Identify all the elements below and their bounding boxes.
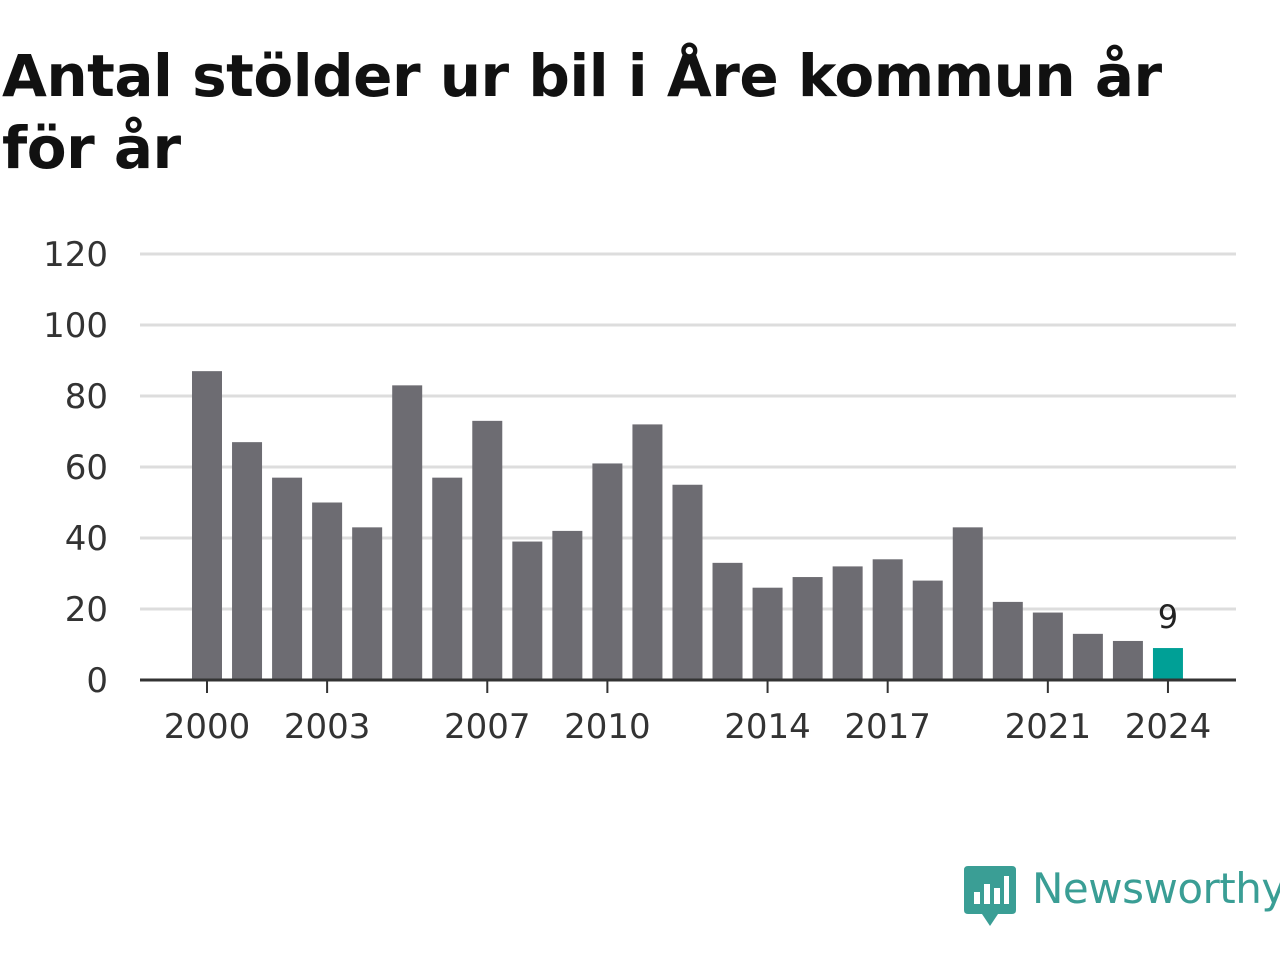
bar-2012 <box>672 484 703 680</box>
bar-2019 <box>952 527 983 680</box>
bar-2023 <box>1112 640 1143 680</box>
bar-highlight-2024 <box>1152 648 1183 680</box>
y-tick-label: 80 <box>65 377 108 417</box>
x-tick-label: 2017 <box>844 707 931 747</box>
y-tick-label: 60 <box>65 448 108 488</box>
x-tick-label: 2007 <box>444 707 531 747</box>
bar-2021 <box>1032 612 1063 680</box>
bar-2002 <box>272 477 303 680</box>
y-tick-label: 100 <box>43 306 108 346</box>
bar-2004 <box>352 527 383 680</box>
bar-2011 <box>632 424 663 680</box>
bar-2005 <box>392 385 423 680</box>
data-labels: 9 <box>1158 598 1178 636</box>
bar-2017 <box>872 559 903 680</box>
x-axis-ticks: 2000 2003 2007 2010 2014 2017 2021 2024 <box>164 680 1211 747</box>
bar-2016 <box>832 566 863 680</box>
y-tick-label: 120 <box>43 235 108 275</box>
bar-2003 <box>312 502 343 680</box>
newsworthy-logo: Newsworthy <box>964 864 1280 926</box>
bar-2001 <box>232 442 263 680</box>
x-tick-label: 2010 <box>564 707 651 747</box>
bar-2008 <box>512 541 543 680</box>
bar-2014 <box>752 587 783 680</box>
x-tick-label: 2021 <box>1005 707 1092 747</box>
bar-2009 <box>552 530 583 680</box>
bar-2006 <box>432 477 463 680</box>
y-tick-label: 40 <box>65 519 108 559</box>
y-tick-label: 0 <box>86 661 108 701</box>
newsworthy-logo-icon <box>964 866 1016 926</box>
bar-2000 <box>192 371 222 680</box>
bar-2020 <box>992 601 1023 680</box>
x-tick-label: 2000 <box>164 707 251 747</box>
x-tick-label: 2024 <box>1125 707 1212 747</box>
x-tick-label: 2003 <box>284 707 371 747</box>
bar-2018 <box>912 580 943 680</box>
chart-title: Antal stölder ur bil i Åre kommun år för… <box>2 42 1162 182</box>
bar-2022 <box>1072 633 1103 680</box>
y-axis-ticks: 0 20 40 60 80 100 120 <box>43 235 108 701</box>
bar-2013 <box>712 562 743 680</box>
y-tick-label: 20 <box>65 590 108 630</box>
data-label-highlight: 9 <box>1158 598 1178 636</box>
x-tick-label: 2014 <box>724 707 811 747</box>
newsworthy-logo-text: Newsworthy <box>1032 864 1280 913</box>
bar-2015 <box>792 577 823 680</box>
bar-2007 <box>472 420 503 680</box>
bar-2010 <box>592 463 623 680</box>
bars <box>192 371 1183 680</box>
